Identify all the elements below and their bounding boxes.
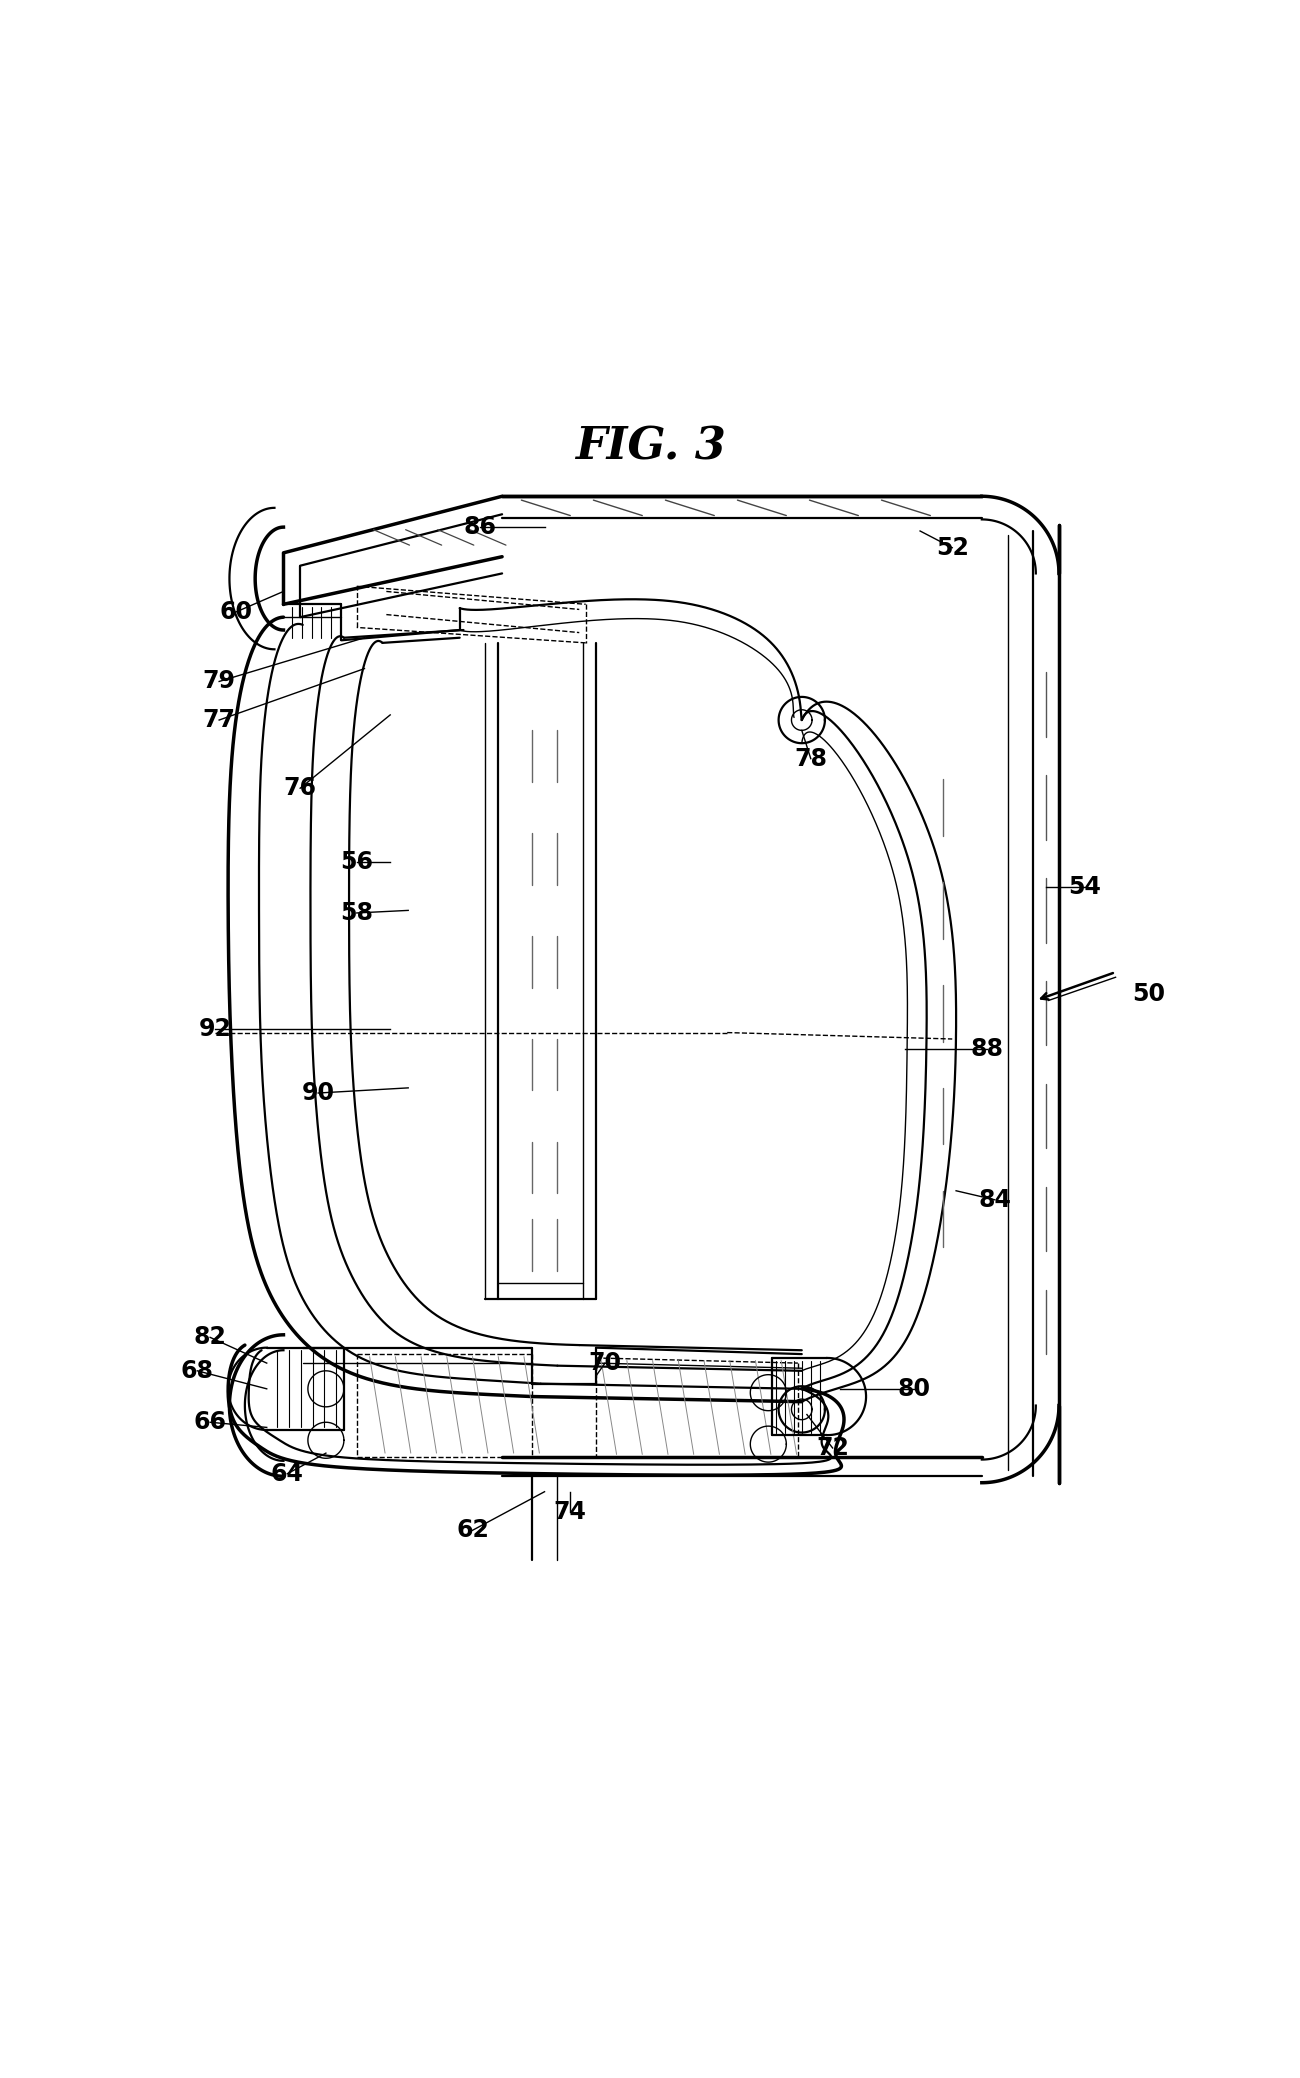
Text: 79: 79	[203, 669, 235, 694]
Text: 54: 54	[1069, 875, 1101, 900]
Text: 68: 68	[181, 1359, 213, 1382]
Text: 64: 64	[270, 1461, 304, 1486]
Text: 86: 86	[464, 515, 497, 538]
Text: 88: 88	[971, 1037, 1004, 1062]
Text: 80: 80	[897, 1378, 931, 1401]
Text: 74: 74	[554, 1500, 586, 1525]
Text: 78: 78	[794, 746, 827, 771]
Text: 90: 90	[302, 1081, 334, 1105]
Text: 56: 56	[341, 850, 373, 873]
Text: FIG. 3: FIG. 3	[575, 426, 725, 470]
Text: 72: 72	[816, 1436, 849, 1461]
Text: 60: 60	[220, 601, 252, 623]
Text: 62: 62	[456, 1519, 489, 1542]
Text: 82: 82	[194, 1326, 226, 1349]
Text: 50: 50	[1132, 983, 1166, 1006]
Text: 84: 84	[978, 1189, 1011, 1211]
Text: 66: 66	[194, 1411, 226, 1434]
Text: 77: 77	[203, 709, 235, 731]
Text: 70: 70	[589, 1351, 621, 1376]
Text: 58: 58	[341, 902, 373, 925]
Text: 76: 76	[283, 777, 317, 800]
Text: 92: 92	[199, 1016, 231, 1041]
Text: 52: 52	[936, 536, 968, 559]
